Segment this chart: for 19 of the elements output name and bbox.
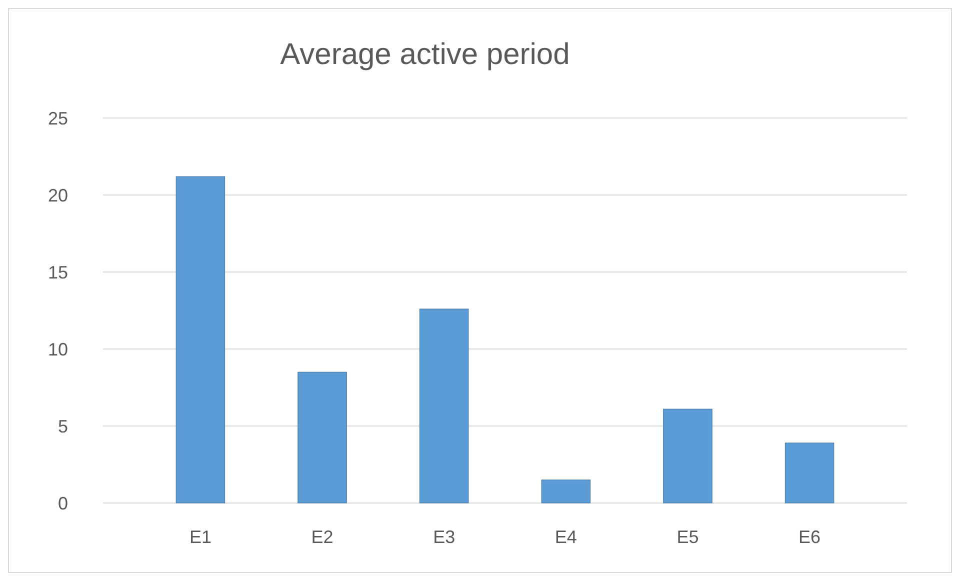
chart-title: Average active period — [280, 38, 570, 71]
bar — [419, 308, 469, 504]
bar — [541, 480, 591, 504]
x-tick-label: E2 — [311, 527, 334, 547]
y-tick-label: 10 — [48, 339, 68, 360]
bar — [784, 442, 834, 504]
x-tick-label: E3 — [433, 527, 456, 547]
x-tick-label: E1 — [189, 527, 212, 547]
y-tick-label: 25 — [48, 108, 68, 128]
y-tick-label: 15 — [48, 262, 68, 282]
bar — [298, 372, 347, 504]
y-tick-label: 5 — [58, 416, 68, 436]
bar — [176, 176, 226, 504]
x-tick-label: E5 — [676, 527, 699, 547]
bar — [663, 408, 712, 504]
y-tick-label: 0 — [58, 493, 68, 514]
x-tick-label: E4 — [554, 527, 577, 547]
x-tick-label: E6 — [798, 527, 821, 547]
y-tick-label: 20 — [48, 185, 68, 206]
